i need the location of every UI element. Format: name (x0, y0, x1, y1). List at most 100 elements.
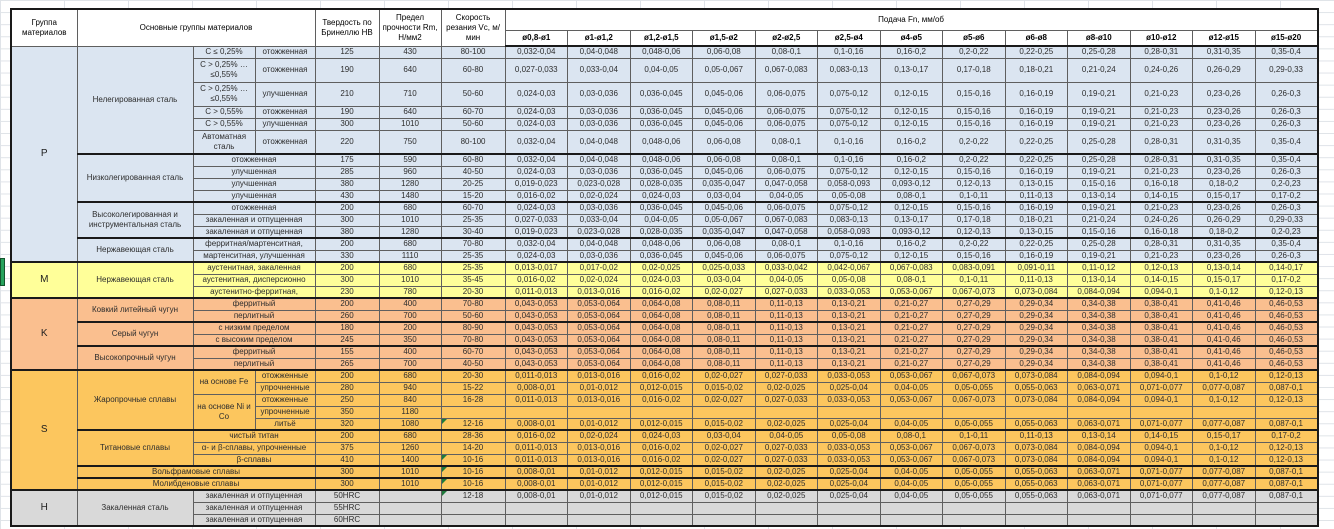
cell[interactable]: 0,016-0,02 (629, 441, 694, 455)
cell[interactable]: 0,06-0,075 (754, 105, 819, 119)
cell[interactable]: 0,27-0,29 (942, 321, 1006, 335)
cell[interactable]: 0,13-0,14 (1067, 273, 1131, 287)
cell[interactable]: 0,1-0,12 (1192, 453, 1256, 467)
cell[interactable]: 0,12-0,13 (1254, 285, 1319, 299)
cell[interactable]: 0,13-0,14 (1067, 189, 1131, 203)
cell[interactable]: 0,067-0,083 (879, 261, 944, 275)
cell[interactable]: 0,03-0,036 (567, 105, 631, 119)
cell[interactable]: 0,29-0,34 (1004, 297, 1069, 311)
cell[interactable]: 0,091-0,11 (1004, 261, 1069, 275)
cell[interactable]: 1280 (378, 177, 442, 191)
cell[interactable]: С > 0,25% … ≤0,55% (192, 57, 256, 83)
cell[interactable]: ферритная/мартенситная, (192, 237, 316, 251)
cell[interactable]: 0,23-0,26 (1192, 165, 1256, 179)
cell[interactable]: Вольфрамовые сплавы (76, 465, 316, 479)
cell[interactable]: 0,08-0,1 (879, 273, 944, 287)
cell[interactable]: 0,011-0,013 (504, 453, 569, 467)
cell[interactable]: 0,16-0,19 (1004, 201, 1069, 215)
cell[interactable]: 80-100 (440, 129, 506, 155)
cell[interactable]: 0,03-0,036 (567, 201, 631, 215)
cell[interactable]: 0,08-0,1 (754, 237, 819, 251)
cell[interactable]: 1260 (378, 441, 442, 455)
cell[interactable]: 640 (378, 57, 442, 83)
cell[interactable]: 0,12-0,15 (879, 165, 944, 179)
cell[interactable]: 0,036-0,045 (629, 249, 694, 263)
cell[interactable]: 200 (314, 237, 380, 251)
cell[interactable]: 0,31-0,35 (1192, 153, 1256, 167)
cell[interactable] (879, 501, 944, 515)
cell[interactable]: 750 (378, 129, 442, 155)
cell[interactable]: 0,2-0,23 (1254, 225, 1319, 239)
cell[interactable]: отожженная (192, 153, 316, 167)
diameter-header[interactable]: ø0,8-ø1 (504, 29, 569, 47)
cell[interactable]: с низким пределом (192, 321, 316, 335)
cell[interactable]: 0,05-0,08 (817, 189, 881, 203)
cell[interactable]: 50-60 (440, 81, 506, 107)
cell[interactable]: 0,053-0,064 (567, 297, 631, 311)
cell[interactable]: 0,05-0,08 (817, 429, 881, 443)
cell[interactable]: 0,011-0,013 (504, 369, 569, 383)
cell[interactable]: 0,033-0,053 (817, 285, 881, 299)
cell[interactable]: 10-16 (440, 465, 506, 479)
cell[interactable]: Нержавеющая сталь (76, 237, 194, 263)
cell[interactable]: 0,075-0,12 (817, 165, 881, 179)
cell[interactable]: 0,04-0,05 (879, 477, 944, 491)
cell[interactable]: 0,14-0,15 (1129, 189, 1194, 203)
cell[interactable]: 0,03-0,04 (692, 429, 756, 443)
cell[interactable]: 0,19-0,21 (1067, 117, 1131, 131)
cell[interactable]: 0,21-0,23 (1129, 117, 1194, 131)
cell[interactable]: 0,02-0,027 (692, 285, 756, 299)
cell[interactable]: 0,084-0,094 (1067, 393, 1131, 407)
cell[interactable]: 0,067-0,083 (754, 57, 819, 83)
cell[interactable]: 0,048-0,06 (629, 129, 694, 155)
cell[interactable]: 0,05-0,055 (942, 381, 1006, 395)
cell[interactable]: 0,084-0,094 (1067, 285, 1131, 299)
cell[interactable]: 0,067-0,073 (942, 393, 1006, 407)
cell[interactable]: 0,02-0,024 (567, 429, 631, 443)
cell[interactable]: 0,063-0,071 (1067, 381, 1131, 395)
cell[interactable]: 0,048-0,06 (629, 237, 694, 251)
cell[interactable]: 0,1-0,16 (817, 237, 881, 251)
cell[interactable]: 0,1-0,12 (1192, 393, 1256, 407)
cell[interactable]: 0,1-0,16 (817, 153, 881, 167)
cell[interactable]: 0,12-0,15 (879, 105, 944, 119)
cell[interactable]: 0,016-0,02 (504, 429, 569, 443)
cell[interactable]: 0,21-0,27 (879, 333, 944, 347)
cell[interactable]: 0,23-0,26 (1192, 81, 1256, 107)
cell[interactable]: 0,18-0,21 (1004, 57, 1069, 83)
cell[interactable]: 0,21-0,23 (1129, 81, 1194, 107)
cell[interactable]: 590 (378, 153, 442, 167)
cell[interactable]: 0,41-0,46 (1192, 321, 1256, 335)
cell[interactable]: 700 (378, 357, 442, 371)
cell[interactable]: 155 (314, 345, 380, 359)
cell[interactable]: 0,032-0,04 (504, 45, 569, 59)
cell[interactable]: 0,19-0,21 (1067, 165, 1131, 179)
cell[interactable]: 0,058-0,093 (817, 177, 881, 191)
cell[interactable]: упрочненные (254, 405, 316, 419)
cell[interactable]: 0,008-0,01 (504, 477, 569, 491)
cell[interactable] (1067, 405, 1131, 419)
cell[interactable]: 10-16 (440, 453, 506, 467)
cell[interactable]: 0,11-0,13 (754, 345, 819, 359)
cell[interactable]: 0,04-0,048 (567, 45, 631, 59)
cell[interactable]: 0,16-0,18 (1129, 177, 1194, 191)
cell[interactable]: 0,21-0,23 (1129, 105, 1194, 119)
cell[interactable]: 0,073-0,084 (1004, 393, 1069, 407)
cell[interactable]: 80-90 (440, 321, 506, 335)
cell[interactable]: улучшенная (192, 165, 316, 179)
cell[interactable]: 0,05-0,08 (817, 273, 881, 287)
cell[interactable]: 0,05-0,067 (692, 213, 756, 227)
cell[interactable]: 0,13-0,17 (879, 213, 944, 227)
cell[interactable] (1067, 513, 1131, 527)
cell[interactable] (504, 513, 569, 527)
cell[interactable]: 1010 (378, 477, 442, 491)
cell[interactable]: 1080 (378, 417, 442, 431)
group-letter-cell[interactable]: M (10, 261, 78, 299)
cell[interactable]: 0,34-0,38 (1067, 333, 1131, 347)
cell[interactable]: 0,093-0,12 (879, 177, 944, 191)
cell[interactable]: 70-80 (440, 237, 506, 251)
cell[interactable]: 0,15-0,17 (1192, 429, 1256, 443)
header-feed[interactable]: Подача Fn, мм/об (504, 8, 1319, 31)
cell[interactable] (942, 513, 1006, 527)
cell[interactable]: 0,053-0,064 (567, 309, 631, 323)
